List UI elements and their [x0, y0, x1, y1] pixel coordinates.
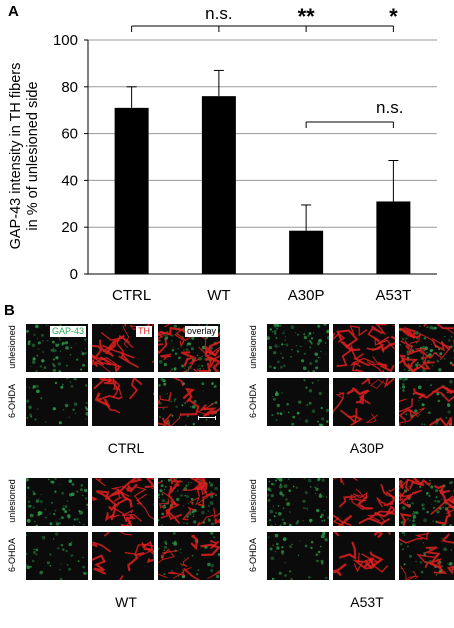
micrograph-group-wt: unlesioned 6-OHDA WT — [4, 478, 209, 628]
channel-label-th: TH — [136, 326, 152, 337]
micrograph-tile-overlay — [399, 324, 454, 372]
condition-label: WT — [86, 594, 166, 610]
row-label: unlesioned — [7, 323, 17, 371]
bar-wt — [202, 96, 236, 274]
x-tick-label: WT — [207, 287, 230, 300]
micrograph-tile-red — [333, 378, 395, 426]
micrograph-tile-overlay: overlay — [158, 324, 220, 372]
y-tick-label: 20 — [61, 219, 78, 236]
micrograph-tile-green — [267, 378, 329, 426]
significance-label: * — [389, 4, 398, 29]
significance-brackets: n.s.***n.s. — [132, 4, 404, 128]
bar-a30p — [289, 231, 323, 274]
micrograph-tile-red — [333, 478, 395, 526]
micrograph-tile-green — [267, 532, 329, 580]
y-axis-label-line1: GAP-43 intensity in TH fibers — [8, 63, 24, 250]
x-tick-labels: CTRL WT A30P A53T — [112, 287, 411, 300]
row-label: unlesioned — [248, 477, 258, 525]
y-tick-label: 40 — [61, 172, 78, 189]
micrograph-tile-red — [92, 378, 154, 426]
x-tick-label: A30P — [288, 287, 325, 300]
micrograph-tile-green — [267, 324, 329, 372]
micrograph-group-a53t: unlesioned 6-OHDA A53T — [245, 478, 450, 628]
micrograph-tile-green — [26, 378, 88, 426]
significance-label: n.s. — [376, 98, 403, 117]
channel-label-gap43: GAP-43 — [50, 326, 86, 337]
y-tick-label: 100 — [53, 32, 78, 49]
row-label: unlesioned — [248, 323, 258, 371]
micrograph-group-a30p: unlesioned 6-OHDA A30P — [245, 324, 450, 474]
panel-b-micrographs: B unlesioned GAP-43 TH overlay 6-OHDA CTRL unl… — [0, 300, 454, 617]
micrograph-tile-overlay — [158, 478, 220, 526]
micrograph-tile-red — [333, 324, 395, 372]
micrograph-tile-overlay — [399, 378, 454, 426]
micrograph-tile-red — [333, 532, 395, 580]
row-label: 6-OHDA — [248, 377, 258, 425]
row-label: unlesioned — [7, 477, 17, 525]
condition-label: A53T — [327, 594, 407, 610]
scale-bar — [198, 416, 216, 420]
x-tick-label: A53T — [375, 287, 411, 300]
micrograph-tile-overlay — [158, 378, 220, 426]
micrograph-tile-green: GAP-43 — [26, 324, 88, 372]
panel-letter-a: A — [8, 3, 19, 20]
micrograph-tile-overlay — [399, 532, 454, 580]
row-label: 6-OHDA — [7, 531, 17, 579]
micrograph-tile-overlay — [399, 478, 454, 526]
micrograph-tile-red — [92, 478, 154, 526]
channel-label-overlay: overlay — [185, 326, 218, 337]
condition-label: A30P — [327, 440, 407, 456]
x-tick-label: CTRL — [112, 287, 151, 300]
micrograph-tile-red — [92, 532, 154, 580]
y-tick-label: 60 — [61, 126, 78, 143]
bar-ctrl — [115, 108, 149, 274]
y-axis-label-line2: in % of unlesioned side — [25, 81, 41, 230]
micrograph-tile-green — [267, 478, 329, 526]
bars — [115, 70, 411, 274]
significance-label: ** — [298, 4, 316, 29]
micrograph-tile-red: TH — [92, 324, 154, 372]
panel-letter-b: B — [4, 302, 15, 319]
bar-a53t — [376, 201, 410, 274]
row-label: 6-OHDA — [248, 531, 258, 579]
micrograph-tile-overlay — [158, 532, 220, 580]
significance-label: n.s. — [205, 4, 232, 23]
y-tick-label: 80 — [61, 79, 78, 96]
y-tick-label: 0 — [70, 266, 78, 283]
micrograph-tile-green — [26, 532, 88, 580]
micrograph-tile-green — [26, 478, 88, 526]
condition-label: CTRL — [86, 440, 166, 456]
row-label: 6-OHDA — [7, 377, 17, 425]
